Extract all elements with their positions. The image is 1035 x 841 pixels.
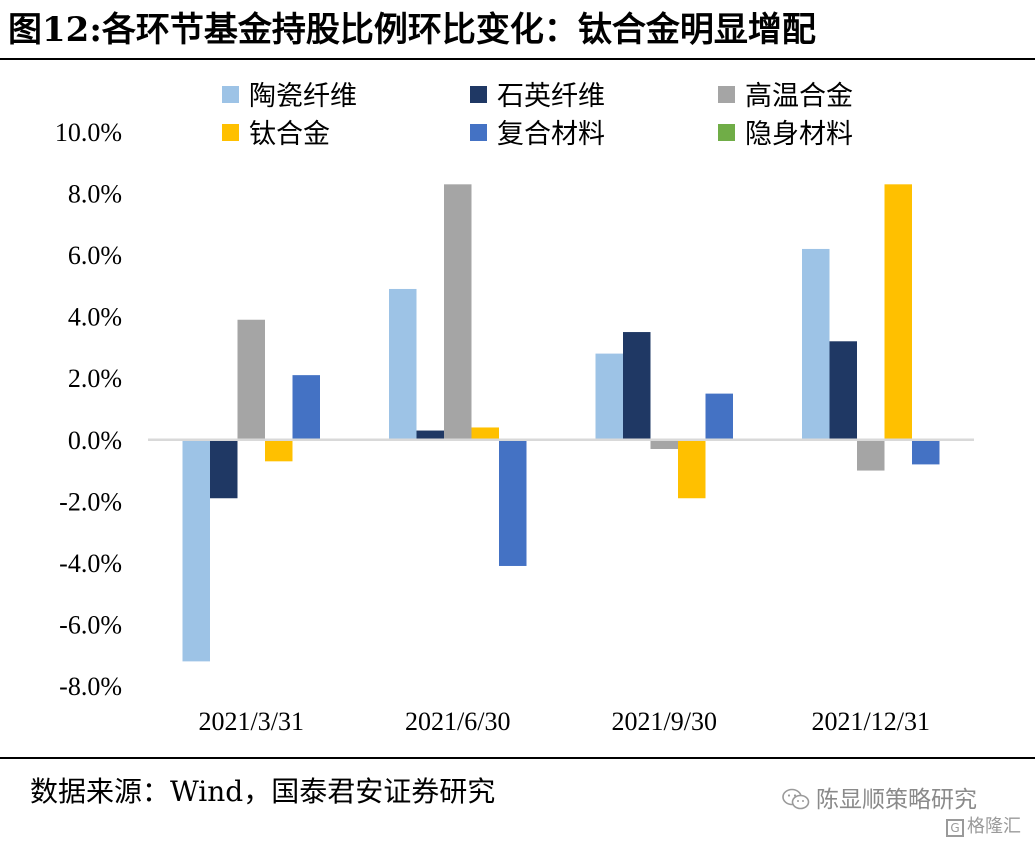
legend-label: 钛合金 (249, 119, 330, 149)
x-axis-category-labels: 2021/3/31 2021/6/30 2021/9/30 2021/12/31 (199, 707, 930, 736)
bar (182, 439, 210, 662)
bar (857, 439, 885, 471)
bar (912, 439, 940, 465)
bar (265, 439, 293, 462)
y-tick-label: -8.0% (59, 672, 122, 701)
legend-swatch (470, 124, 487, 141)
y-tick-label: 4.0% (68, 303, 122, 332)
bar (499, 439, 527, 566)
bar (829, 341, 857, 440)
bar (416, 430, 444, 440)
y-tick-label: 0.0% (68, 426, 122, 455)
chart-title: 图12:各环节基金持股比例环比变化：钛合金明显增配 (8, 10, 816, 50)
y-tick-label: -6.0% (59, 610, 122, 639)
y-tick-label: 8.0% (68, 180, 122, 209)
x-category-label: 2021/3/31 (199, 707, 304, 736)
bar (595, 353, 623, 440)
legend-item: 石英纤维 (470, 81, 605, 111)
bar (623, 332, 651, 440)
bar (389, 288, 417, 440)
watermark-text: 陈显顺策略研究 (816, 787, 977, 813)
watermark-logo: G 格隆汇 (946, 812, 1021, 838)
y-tick-label: -4.0% (59, 549, 122, 578)
bar (650, 439, 678, 450)
legend-swatch (222, 124, 239, 141)
bar-series (182, 184, 940, 662)
legend-item: 高温合金 (718, 81, 853, 111)
bar (444, 184, 472, 440)
legend-swatch (222, 86, 239, 103)
legend-item: 钛合金 (222, 119, 330, 149)
legend-item: 复合材料 (470, 119, 605, 149)
legend-label: 复合材料 (497, 119, 605, 149)
legend-label: 石英纤维 (497, 81, 605, 111)
footer-rule (0, 757, 1035, 759)
legend-item: 隐身材料 (718, 119, 853, 149)
watermark-logo-text: 格隆汇 (967, 816, 1021, 837)
legend-swatch (718, 124, 735, 141)
legend-label: 陶瓷纤维 (249, 81, 357, 111)
x-category-label: 2021/9/30 (612, 707, 717, 736)
y-axis-tick-labels: 10.0% 8.0% 6.0% 4.0% 2.0% 0.0% -2.0% -4.0% -6.0%… (55, 118, 122, 701)
bar (884, 184, 912, 440)
legend-swatch (718, 86, 735, 103)
bar (292, 375, 320, 440)
legend-swatch (470, 86, 487, 103)
watermark: 陈显顺策略研究 (782, 780, 977, 814)
bar (678, 439, 706, 499)
x-category-label: 2021/6/30 (405, 707, 510, 736)
bar-chart: 10.0% 8.0% 6.0% 4.0% 2.0% 0.0% -2.0% -4.0% -6.0%… (55, 81, 974, 736)
legend-label: 隐身材料 (745, 119, 853, 149)
bar (705, 393, 733, 440)
source-note: 数据来源：Wind，国泰君安证券研究 (30, 775, 496, 808)
y-tick-label: -2.0% (59, 487, 122, 516)
legend-item: 陶瓷纤维 (222, 81, 357, 111)
y-tick-label: 2.0% (68, 364, 122, 393)
bar (802, 248, 830, 440)
x-category-label: 2021/12/31 (812, 707, 930, 736)
wechat-icon (782, 788, 810, 810)
y-tick-label: 6.0% (68, 241, 122, 270)
y-tick-label: 10.0% (55, 118, 122, 147)
title-underline (0, 58, 1035, 60)
bar (237, 319, 265, 440)
bar (210, 439, 238, 499)
bar (471, 427, 499, 440)
legend-label: 高温合金 (745, 81, 853, 111)
watermark-logo-icon: G (946, 819, 964, 837)
